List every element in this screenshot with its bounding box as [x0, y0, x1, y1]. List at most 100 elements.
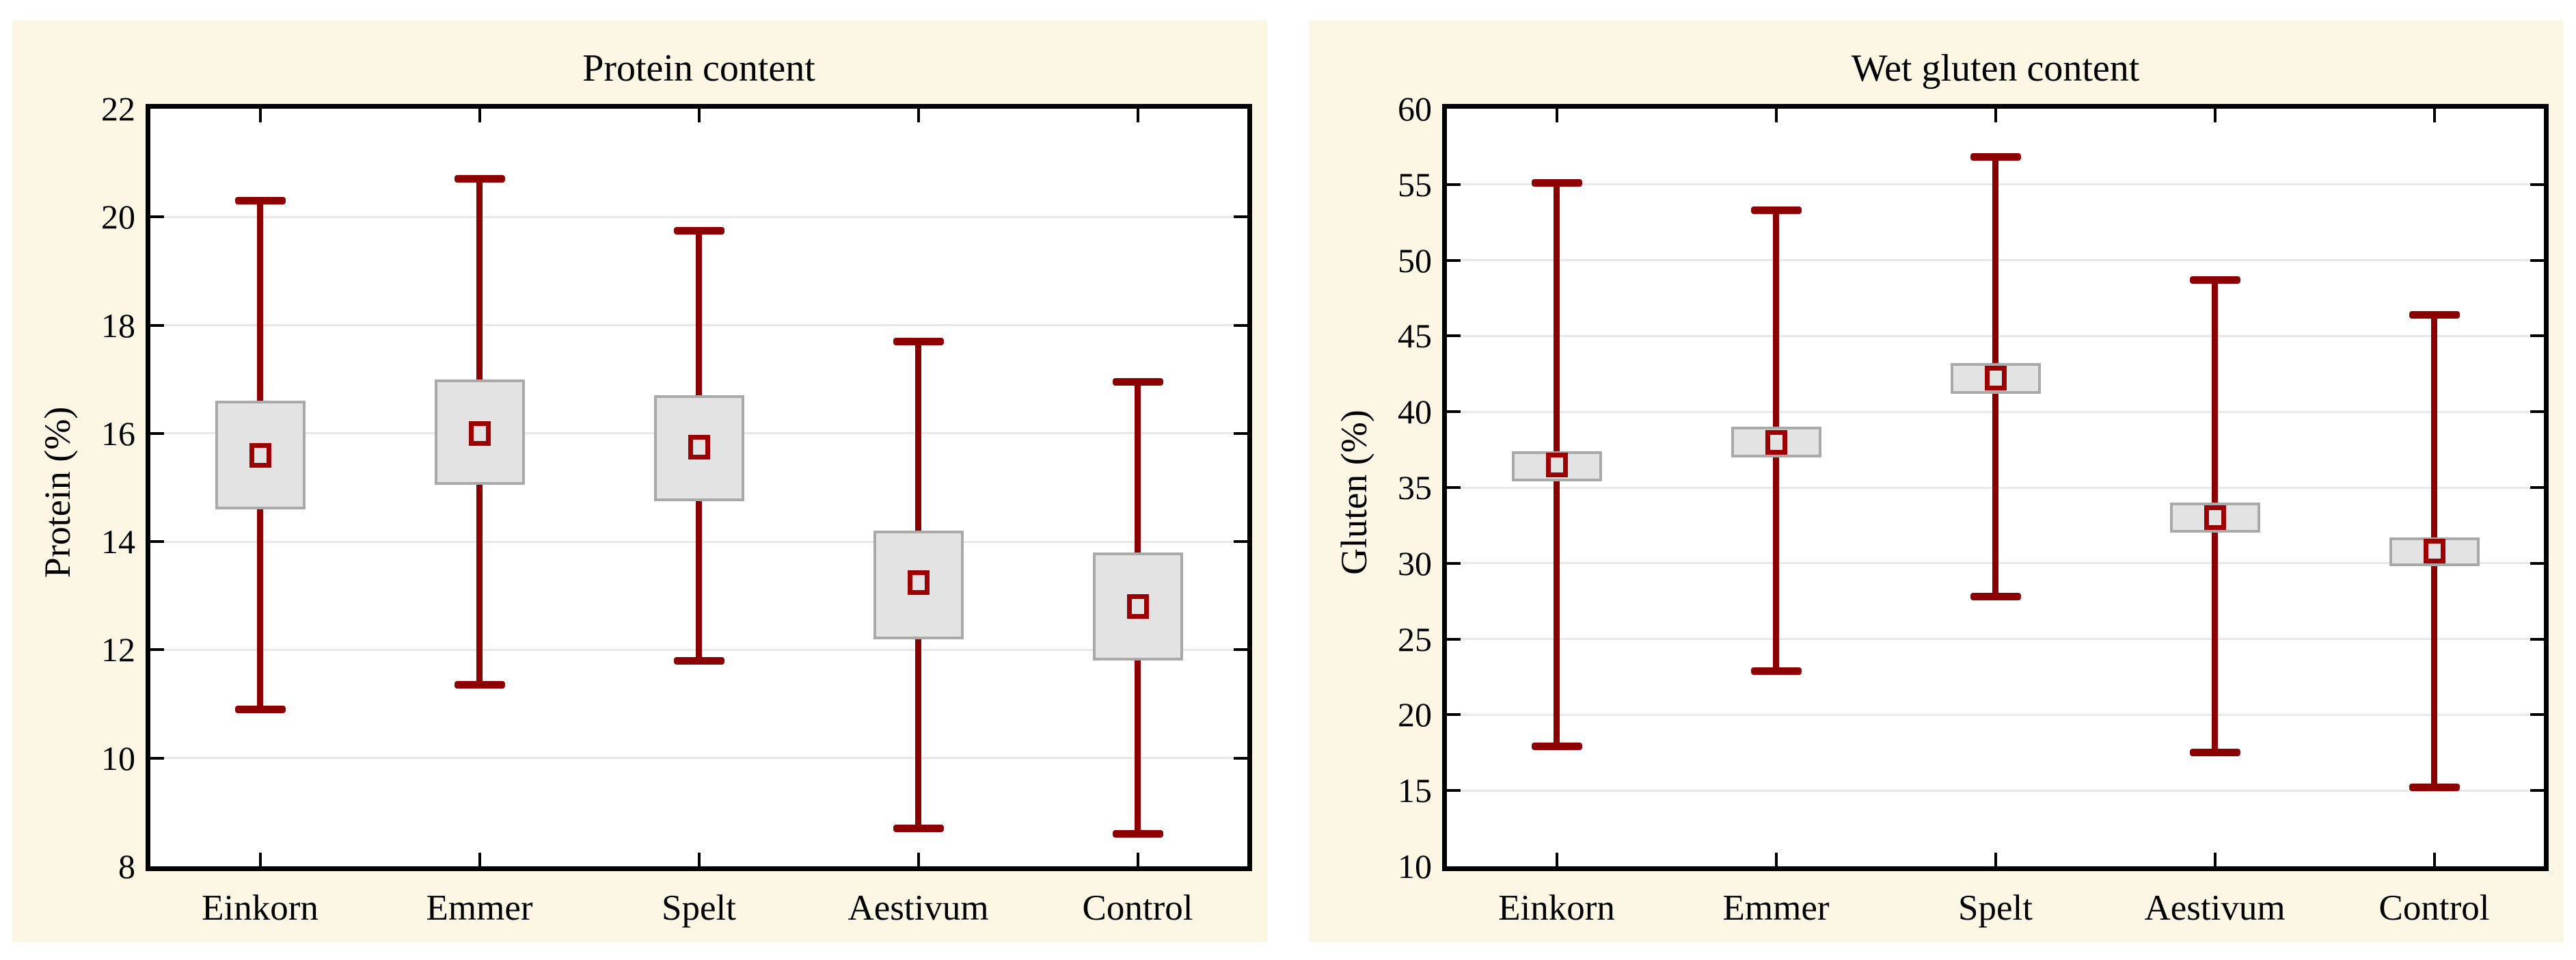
whisker-cap-min [1750, 667, 1802, 675]
protein-content-chart-panel: Protein content Protein (%) 8 10 12 14 16 18 2… [12, 21, 1267, 942]
whisker-cap-min [1970, 593, 2021, 601]
whisker-cap-min [1531, 743, 1582, 751]
y-tick-label: 18 [101, 306, 135, 345]
y-tick-label: 10 [1398, 847, 1432, 885]
y-tick-label: 55 [1398, 165, 1432, 204]
x-axis-tick-top [1994, 109, 1997, 122]
x-axis-tick-bottom [478, 853, 481, 866]
y-axis-tick-left [1447, 789, 1461, 792]
y-axis-tick-left [150, 648, 164, 652]
category-label: Emmer [426, 888, 533, 928]
median-marker [1765, 429, 1787, 455]
category-label: Emmer [1722, 888, 1830, 928]
gridline [1447, 638, 2544, 641]
y-axis-tick-right [1234, 323, 1247, 327]
category-label: Aestivum [2144, 888, 2286, 928]
whisker-cap-max [1531, 179, 1582, 187]
wet-gluten-content-chart-panel: Wet gluten content Gluten (%) 10 15 20 25 30… [1309, 21, 2564, 942]
y-tick-label: 20 [1398, 695, 1432, 734]
x-axis-tick-bottom [1774, 853, 1778, 866]
whisker-cap-min [1112, 830, 1163, 838]
y-axis-tick-right [2530, 183, 2544, 186]
whisker-cap-max [1112, 378, 1163, 386]
y-tick-label: 14 [101, 522, 135, 561]
category-label: Spelt [1958, 888, 2033, 928]
x-axis-tick-top [258, 109, 262, 122]
whisker-cap-min [673, 656, 724, 665]
median-marker [2423, 539, 2445, 564]
y-tick-label: 35 [1398, 468, 1432, 507]
y-tick-label: 16 [101, 414, 135, 453]
x-axis-tick-bottom [2432, 853, 2436, 866]
median-marker [688, 434, 710, 459]
y-tick-label: 45 [1398, 317, 1432, 356]
x-axis-tick-bottom [1136, 853, 1139, 866]
category-label: Control [1082, 888, 1193, 928]
x-axis-tick-bottom [2213, 853, 2216, 866]
y-axis-tick-left [150, 756, 164, 760]
y-axis-tick-left [150, 215, 164, 219]
y-tick-label: 50 [1398, 241, 1432, 280]
y-axis-tick-left [1447, 713, 1461, 717]
x-axis-tick-bottom [1994, 853, 1997, 866]
x-axis-tick-top [917, 109, 920, 122]
y-axis-tick-right [2530, 713, 2544, 717]
whisker-cap-min [2189, 749, 2240, 757]
x-axis-tick-bottom [697, 853, 701, 866]
y-axis-tick-left [150, 431, 164, 435]
whisker-cap-max [2189, 276, 2240, 284]
category-label: Aestivum [848, 888, 989, 928]
y-axis-tick-right [2530, 561, 2544, 565]
y-axis-tick-right [2530, 410, 2544, 414]
median-marker [1126, 594, 1149, 619]
y-tick-label: 12 [101, 630, 135, 669]
category-label: Einkorn [202, 888, 318, 928]
median-marker [249, 442, 271, 468]
y-axis-tick-left [1447, 258, 1461, 262]
whisker-cap-max [893, 337, 944, 345]
x-axis-tick-top [697, 109, 701, 122]
y-tick-label: 20 [101, 198, 135, 237]
whisker-cap-max [1750, 206, 1802, 214]
x-axis-tick-top [2213, 109, 2216, 122]
median-marker [1545, 452, 1568, 477]
y-axis-tick-right [2530, 789, 2544, 792]
gridline [1447, 713, 2544, 716]
whisker-cap-min [234, 705, 286, 713]
median-marker [2204, 505, 2226, 531]
whisker-cap-min [454, 681, 505, 689]
y-axis-tick-left [1447, 637, 1461, 641]
x-axis-tick-top [478, 109, 481, 122]
y-axis-tick-right [2530, 486, 2544, 489]
whisker-cap-max [2409, 310, 2460, 319]
whisker-cap-min [893, 825, 944, 833]
x-axis-tick-bottom [1555, 853, 1558, 866]
chart-title: Protein content [582, 47, 815, 90]
y-axis-tick-left [1447, 410, 1461, 414]
gridline [1447, 789, 2544, 792]
whisker-cap-max [234, 197, 286, 205]
y-axis-tick-right [2530, 258, 2544, 262]
median-marker [907, 570, 930, 595]
y-tick-label: 8 [118, 847, 135, 885]
category-label: Spelt [662, 888, 736, 928]
category-label: Einkorn [1498, 888, 1615, 928]
y-tick-label: 60 [1398, 90, 1432, 128]
y-axis-tick-right [1234, 648, 1247, 652]
y-tick-label: 25 [1398, 619, 1432, 658]
y-axis-tick-right [1234, 431, 1247, 435]
y-axis-tick-right [1234, 540, 1247, 544]
x-axis-tick-top [1774, 109, 1778, 122]
y-axis-tick-left [1447, 334, 1461, 338]
x-axis-tick-top [2432, 109, 2436, 122]
y-axis-tick-left [150, 540, 164, 544]
chart-title: Wet gluten content [1851, 47, 2140, 90]
median-marker [468, 421, 491, 446]
y-axis-tick-right [1234, 215, 1247, 219]
y-tick-label: 22 [101, 90, 135, 128]
y-tick-label: 15 [1398, 771, 1432, 810]
x-axis-tick-top [1136, 109, 1139, 122]
category-label: Control [2378, 888, 2490, 928]
gridline [150, 215, 1247, 218]
plot-area [1442, 104, 2549, 871]
